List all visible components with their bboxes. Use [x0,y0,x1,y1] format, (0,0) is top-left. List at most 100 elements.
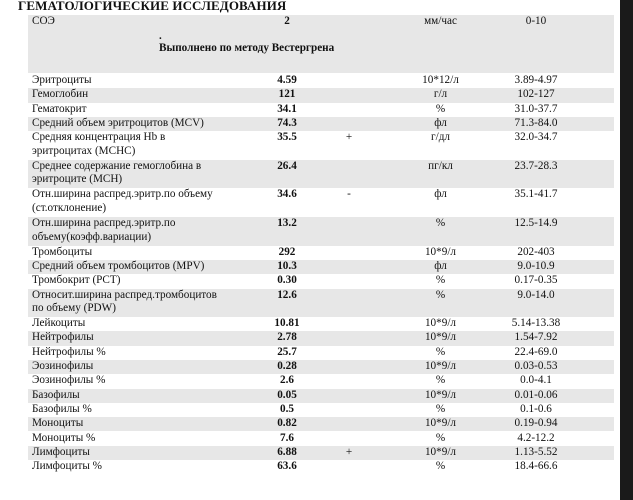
test-name-line: Моноциты [32,417,84,430]
test-ref: 32.0-34.7 [514,131,558,144]
test-name: Эритроциты [32,74,267,88]
test-name-line: (ст.отклонение) [32,201,107,214]
test-name-line: Среднее содержание гемоглобина в [32,159,202,172]
esr-block: СОЭ 2 мм/час 0-10 . Выполнено по методу … [28,15,614,73]
method-dot: . [159,30,162,42]
test-name: Тромбокрит (PCT) [32,274,267,288]
test-unit: 10*9/л [424,317,457,330]
test-flag: + [345,131,353,144]
test-name: Тромбоциты [32,246,267,260]
test-value: 2.78 [277,331,297,344]
esr-unit: мм/час [424,15,457,27]
test-flag: - [347,188,351,201]
test-unit: % [435,402,446,415]
test-name-line: Лейкоциты [32,317,86,330]
test-value: 0.30 [277,274,297,287]
test-unit: % [435,274,446,287]
test-unit: г/дл [431,131,450,144]
table-row: Средний объем эритроцитов (MCV) 74.3 фл 71.… [28,116,614,132]
test-name-line: Отн.ширина распред.эритр.по объему [32,188,213,201]
esr-ref: 0-10 [525,15,547,27]
test-ref: 0.03-0.53 [514,360,558,372]
table-row: Нейтрофилы % 25.7% 22.4-69.0 [28,346,614,360]
test-value: 0.05 [277,388,297,401]
test-name: Гемоглобин [32,88,267,102]
test-name: Нейтрофилы [32,331,267,345]
table-row: Отн.ширина распред.эритр.по объему (ст.от… [28,188,614,217]
test-name-line: эритроците (MCH) [32,173,123,186]
test-name-line: Нейтрофилы [32,331,94,344]
test-name-line: Нейтрофилы % [32,345,106,358]
test-name: Относит.ширина распред.тромбоцитов по объ… [32,289,267,316]
table-row: Относит.ширина распред.тромбоцитов по объ… [28,288,614,318]
test-ref: 0.0-4.1 [520,374,552,387]
test-ref: 0.01-0.06 [514,388,558,401]
table-row: Моноциты 0.82 10*9/л 0.19-0.94 [28,417,614,432]
test-ref: 23.7-28.3 [514,159,558,172]
test-name: Отн.ширина распред.эритр.по объему (ст.от… [32,188,267,215]
test-unit: % [435,217,446,229]
test-unit: % [435,345,446,358]
test-unit: % [435,374,446,387]
test-value: 4.59 [277,74,297,86]
table-row: Базофилы % 0.5% 0.1-0.6 [28,403,614,417]
test-ref: 0.19-0.94 [514,417,558,430]
table-row: Эозинофилы 0.28 10*9/л 0.03-0.53 [28,360,614,375]
test-name: Эозинофилы % [32,374,267,388]
test-name-line: Средний объем тромбоцитов (MPV) [32,259,205,272]
test-ref: 12.5-14.9 [514,217,558,229]
test-name-line: Эозинофилы [32,360,94,372]
test-ref: 31.0-37.7 [514,102,558,115]
table-row: Среднее содержание гемоглобина в эритроци… [28,159,614,189]
test-unit: 10*9/л [424,360,457,372]
report-sheet: ГЕМАТОЛОГИЧЕСКИЕ ИССЛЕДОВАНИЯ СОЭ 2 мм/ч… [18,0,614,474]
test-name-line: Средний объем эритроцитов (MCV) [32,116,204,129]
test-value: 26.4 [277,159,297,172]
test-unit: % [435,102,446,115]
right-edge-bar [620,0,633,500]
test-value: 7.6 [280,431,294,444]
test-value: 2.6 [280,374,294,387]
test-name: Базофилы [32,389,267,403]
test-name: Гематокрит [32,103,267,117]
test-unit: 10*9/л [424,388,457,401]
test-value: 34.1 [277,102,297,115]
test-value: 13.2 [277,217,297,229]
table-row: Лейкоциты 10.81 10*9/л 5.14-13.38 [28,317,614,331]
test-flag: + [345,445,353,458]
test-unit: % [435,460,446,473]
test-name: Средний объем тромбоцитов (MPV) [32,260,267,274]
test-value: 0.5 [280,402,294,415]
table-row: Лимфоциты 6.88 +10*9/л 1.13-5.52 [28,445,614,461]
test-name: Лимфоциты % [32,460,267,474]
esr-value: 2 [284,15,290,27]
test-name: Эозинофилы [32,360,267,374]
test-ref: 18.4-66.6 [514,460,558,473]
table-row: Средняя концентрация Hb в эритроцитах (MC… [28,131,614,160]
test-ref: 1.13-5.52 [514,445,558,458]
test-value: 12.6 [277,288,297,301]
test-name-line: эритроцитах (MCHC) [32,144,136,157]
test-ref: 9.0-10.9 [517,259,555,272]
test-value: 0.28 [277,360,297,372]
test-name-line: объему(коэфф.вариации) [32,230,152,243]
test-name-line: Гематокрит [32,102,87,115]
test-ref: 0.1-0.6 [520,402,552,415]
test-value: 63.6 [277,460,297,473]
test-name-line: Эритроциты [32,74,92,86]
table-row: Эритроциты 4.59 10*12/л 3.89-4.97 [28,74,614,88]
test-name-line: Средняя концентрация Hb в [32,131,166,144]
test-unit: фл [434,259,447,272]
test-ref: 1.54-7.92 [514,331,558,344]
table-row: Моноциты % 7.6% 4.2-12.2 [28,432,614,446]
test-name-line: Относит.ширина распред.тромбоцитов [32,288,217,301]
test-value: 74.3 [277,116,297,129]
test-name: Нейтрофилы % [32,346,267,360]
test-unit: 10*9/л [424,245,457,258]
method-note: Выполнено по методу Вестергрена [159,42,335,54]
test-name: Среднее содержание гемоглобина в эритроци… [32,160,267,187]
test-name: Средний объем эритроцитов (MCV) [32,117,267,131]
test-ref: 202-403 [517,245,555,258]
test-name: Лимфоциты [32,446,267,460]
test-unit: 10*9/л [424,331,457,344]
